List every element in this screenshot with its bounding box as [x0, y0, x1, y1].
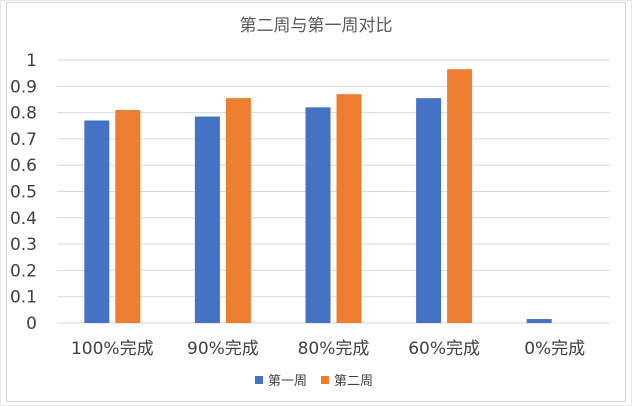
y-tick-label: 0.9: [10, 77, 37, 97]
bars: [84, 69, 552, 324]
bar-week1[interactable]: [416, 98, 442, 323]
y-tick-label: 0.6: [10, 156, 37, 176]
legend[interactable]: 第一周 第二周: [255, 374, 373, 389]
bar-week2[interactable]: [225, 98, 251, 323]
y-tick-label: 0: [26, 314, 37, 334]
bar-week1[interactable]: [194, 116, 220, 323]
x-tick-label: 0%完成: [524, 339, 585, 359]
bar-week1[interactable]: [526, 319, 552, 323]
x-axis-ticks: 100%完成 90%完成 80%完成 60%完成 0%完成: [71, 339, 585, 359]
y-axis-ticks: 0 0.1 0.2 0.3 0.4 0.5 0.6 0.7 0.8 0.9 1: [10, 51, 37, 334]
y-tick-label: 0.5: [10, 183, 37, 203]
bar-week2[interactable]: [336, 94, 362, 323]
sheet-gridline: [0, 0, 632, 1]
legend-swatch: [255, 376, 263, 384]
sheet-gridline: [0, 0, 1, 406]
y-tick-label: 0.7: [10, 130, 37, 150]
gridlines: [57, 59, 610, 324]
bar-week1[interactable]: [84, 120, 110, 324]
y-tick-label: 0.2: [10, 261, 37, 281]
y-tick-label: 0.8: [10, 104, 37, 124]
y-tick-label: 0.1: [10, 288, 37, 308]
y-tick-label: 0.3: [10, 235, 37, 255]
x-tick-label: 80%完成: [298, 339, 370, 359]
bar-chart: 第二周与第一周对比 00.10.20.30.40.50.60.70.80.91 …: [10, 16, 610, 389]
legend-label: 第二周: [334, 374, 373, 389]
bar-week1[interactable]: [305, 107, 331, 323]
y-tick-label: 1: [26, 51, 37, 71]
x-tick-label: 60%完成: [408, 339, 480, 359]
chart-title: 第二周与第一周对比: [240, 16, 393, 36]
y-tick-label: 0.4: [10, 209, 37, 229]
legend-label: 第一周: [268, 374, 307, 389]
legend-swatch: [321, 376, 329, 384]
bar-week2[interactable]: [115, 109, 141, 323]
chart-area[interactable]: 第二周与第一周对比 0 0.1 0.2 0.3 0.4 0.5 0.6 0.7 0.8 0.9 1 …: [6, 2, 626, 402]
x-tick-label: 90%完成: [187, 339, 259, 359]
bar-week2[interactable]: [447, 69, 473, 323]
x-tick-label: 100%完成: [71, 339, 154, 359]
